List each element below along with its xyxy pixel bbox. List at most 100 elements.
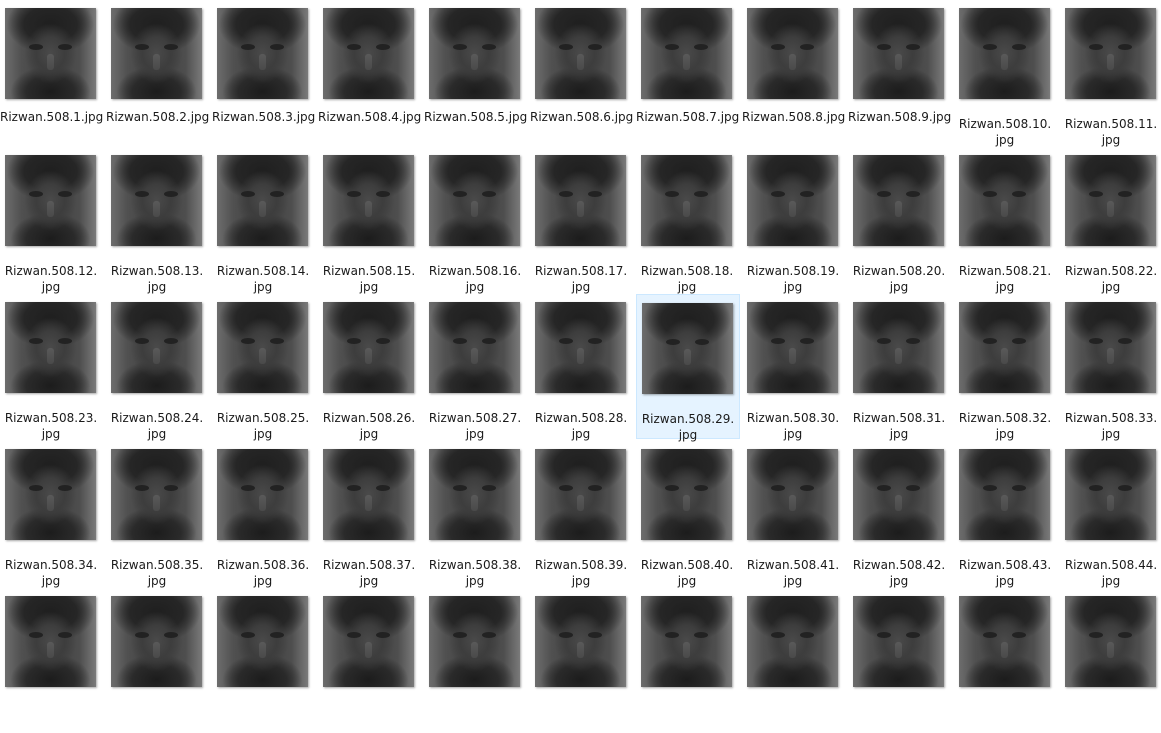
- file-item[interactable]: Rizwan.508.17.jpg: [530, 147, 634, 294]
- file-name-label[interactable]: Rizwan.508.25.jpg: [216, 411, 310, 441]
- image-thumbnail[interactable]: [323, 302, 414, 393]
- file-name-label[interactable]: Rizwan.508.9.jpg: [848, 110, 952, 124]
- image-thumbnail[interactable]: [429, 596, 520, 687]
- file-item[interactable]: Rizwan.508.22.jpg: [1060, 147, 1161, 294]
- file-item[interactable]: Rizwan.508.27.jpg: [424, 294, 528, 441]
- file-item[interactable]: Rizwan.508.33.jpg: [1060, 294, 1161, 441]
- file-item[interactable]: [1060, 588, 1161, 733]
- file-item[interactable]: Rizwan.508.24.jpg: [106, 294, 210, 441]
- file-name-label[interactable]: Rizwan.508.23.jpg: [4, 411, 98, 441]
- file-name-label[interactable]: Rizwan.508.19.jpg: [746, 264, 840, 294]
- image-thumbnail[interactable]: [323, 8, 414, 99]
- file-name-label[interactable]: Rizwan.508.8.jpg: [742, 110, 846, 124]
- file-name-label[interactable]: Rizwan.508.16.jpg: [428, 264, 522, 294]
- image-thumbnail[interactable]: [853, 155, 944, 246]
- file-name-label[interactable]: Rizwan.508.6.jpg: [530, 110, 634, 124]
- file-name-label[interactable]: Rizwan.508.17.jpg: [534, 264, 628, 294]
- file-item[interactable]: [742, 588, 846, 733]
- image-thumbnail[interactable]: [747, 8, 838, 99]
- image-thumbnail[interactable]: [323, 449, 414, 540]
- file-name-label[interactable]: Rizwan.508.1.jpg: [0, 110, 104, 124]
- file-item[interactable]: Rizwan.508.36.jpg: [212, 441, 316, 588]
- image-thumbnail[interactable]: [5, 596, 96, 687]
- file-item[interactable]: Rizwan.508.35.jpg: [106, 441, 210, 588]
- file-name-label[interactable]: Rizwan.508.28.jpg: [534, 411, 628, 441]
- image-thumbnail[interactable]: [641, 449, 732, 540]
- file-item[interactable]: Rizwan.508.44.jpg: [1060, 441, 1161, 588]
- file-name-label[interactable]: Rizwan.508.13.jpg: [110, 264, 204, 294]
- file-item[interactable]: Rizwan.508.1.jpg: [0, 0, 104, 145]
- file-item[interactable]: Rizwan.508.38.jpg: [424, 441, 528, 588]
- file-name-label[interactable]: Rizwan.508.24.jpg: [110, 411, 204, 441]
- image-thumbnail[interactable]: [111, 302, 202, 393]
- file-name-label[interactable]: Rizwan.508.18.jpg: [640, 264, 734, 294]
- file-name-label[interactable]: Rizwan.508.4.jpg: [318, 110, 422, 124]
- image-thumbnail[interactable]: [959, 8, 1050, 99]
- image-thumbnail[interactable]: [959, 155, 1050, 246]
- image-thumbnail[interactable]: [429, 155, 520, 246]
- file-item[interactable]: [636, 588, 740, 733]
- file-item[interactable]: Rizwan.508.20.jpg: [848, 147, 952, 294]
- file-name-label[interactable]: Rizwan.508.44.jpg: [1064, 558, 1158, 588]
- file-item[interactable]: Rizwan.508.39.jpg: [530, 441, 634, 588]
- file-name-label[interactable]: Rizwan.508.15.jpg: [322, 264, 416, 294]
- image-thumbnail[interactable]: [853, 8, 944, 99]
- image-thumbnail[interactable]: [853, 449, 944, 540]
- file-item[interactable]: Rizwan.508.4.jpg: [318, 0, 422, 145]
- file-name-label[interactable]: Rizwan.508.5.jpg: [424, 110, 528, 124]
- file-item[interactable]: Rizwan.508.19.jpg: [742, 147, 846, 294]
- file-name-label[interactable]: Rizwan.508.35.jpg: [110, 558, 204, 588]
- file-item[interactable]: Rizwan.508.42.jpg: [848, 441, 952, 588]
- file-item[interactable]: Rizwan.508.15.jpg: [318, 147, 422, 294]
- image-thumbnail[interactable]: [1065, 449, 1156, 540]
- image-thumbnail[interactable]: [429, 8, 520, 99]
- file-item[interactable]: Rizwan.508.5.jpg: [424, 0, 528, 145]
- file-name-label[interactable]: Rizwan.508.36.jpg: [216, 558, 310, 588]
- file-item[interactable]: [424, 588, 528, 733]
- image-thumbnail[interactable]: [5, 8, 96, 99]
- file-name-label[interactable]: Rizwan.508.39.jpg: [534, 558, 628, 588]
- image-thumbnail[interactable]: [853, 302, 944, 393]
- file-item[interactable]: Rizwan.508.43.jpg: [954, 441, 1058, 588]
- file-name-label[interactable]: Rizwan.508.33.jpg: [1064, 411, 1158, 441]
- image-thumbnail[interactable]: [5, 155, 96, 246]
- file-item[interactable]: Rizwan.508.25.jpg: [212, 294, 316, 441]
- image-thumbnail[interactable]: [217, 596, 308, 687]
- file-name-label[interactable]: Rizwan.508.42.jpg: [852, 558, 946, 588]
- image-thumbnail[interactable]: [641, 155, 732, 246]
- image-thumbnail[interactable]: [1065, 155, 1156, 246]
- image-thumbnail[interactable]: [641, 596, 732, 687]
- image-thumbnail[interactable]: [1065, 302, 1156, 393]
- file-name-label[interactable]: Rizwan.508.34.jpg: [4, 558, 98, 588]
- image-thumbnail[interactable]: [217, 155, 308, 246]
- file-name-label[interactable]: Rizwan.508.41.jpg: [746, 558, 840, 588]
- image-thumbnail[interactable]: [642, 303, 733, 394]
- file-item[interactable]: Rizwan.508.12.jpg: [0, 147, 104, 294]
- image-thumbnail[interactable]: [535, 8, 626, 99]
- file-name-label[interactable]: Rizwan.508.30.jpg: [746, 411, 840, 441]
- file-name-label[interactable]: Rizwan.508.14.jpg: [216, 264, 310, 294]
- file-name-label[interactable]: Rizwan.508.3.jpg: [212, 110, 316, 124]
- file-item[interactable]: [318, 588, 422, 733]
- file-item[interactable]: Rizwan.508.40.jpg: [636, 441, 740, 588]
- image-thumbnail[interactable]: [323, 155, 414, 246]
- file-name-label[interactable]: Rizwan.508.7.jpg: [636, 110, 740, 124]
- file-item[interactable]: [848, 588, 952, 733]
- image-thumbnail[interactable]: [747, 449, 838, 540]
- file-item[interactable]: Rizwan.508.26.jpg: [318, 294, 422, 441]
- file-item[interactable]: Rizwan.508.29.jpg: [636, 294, 740, 442]
- image-thumbnail[interactable]: [5, 302, 96, 393]
- image-thumbnail[interactable]: [111, 449, 202, 540]
- file-name-label[interactable]: Rizwan.508.27.jpg: [428, 411, 522, 441]
- file-item[interactable]: Rizwan.508.31.jpg: [848, 294, 952, 441]
- file-item[interactable]: Rizwan.508.8.jpg: [742, 0, 846, 145]
- file-name-label[interactable]: Rizwan.508.38.jpg: [428, 558, 522, 588]
- file-item[interactable]: [530, 588, 634, 733]
- image-thumbnail[interactable]: [535, 596, 626, 687]
- image-thumbnail[interactable]: [5, 449, 96, 540]
- image-thumbnail[interactable]: [1065, 8, 1156, 99]
- image-thumbnail[interactable]: [747, 302, 838, 393]
- image-thumbnail[interactable]: [747, 596, 838, 687]
- file-item[interactable]: Rizwan.508.28.jpg: [530, 294, 634, 441]
- file-item[interactable]: Rizwan.508.7.jpg: [636, 0, 740, 145]
